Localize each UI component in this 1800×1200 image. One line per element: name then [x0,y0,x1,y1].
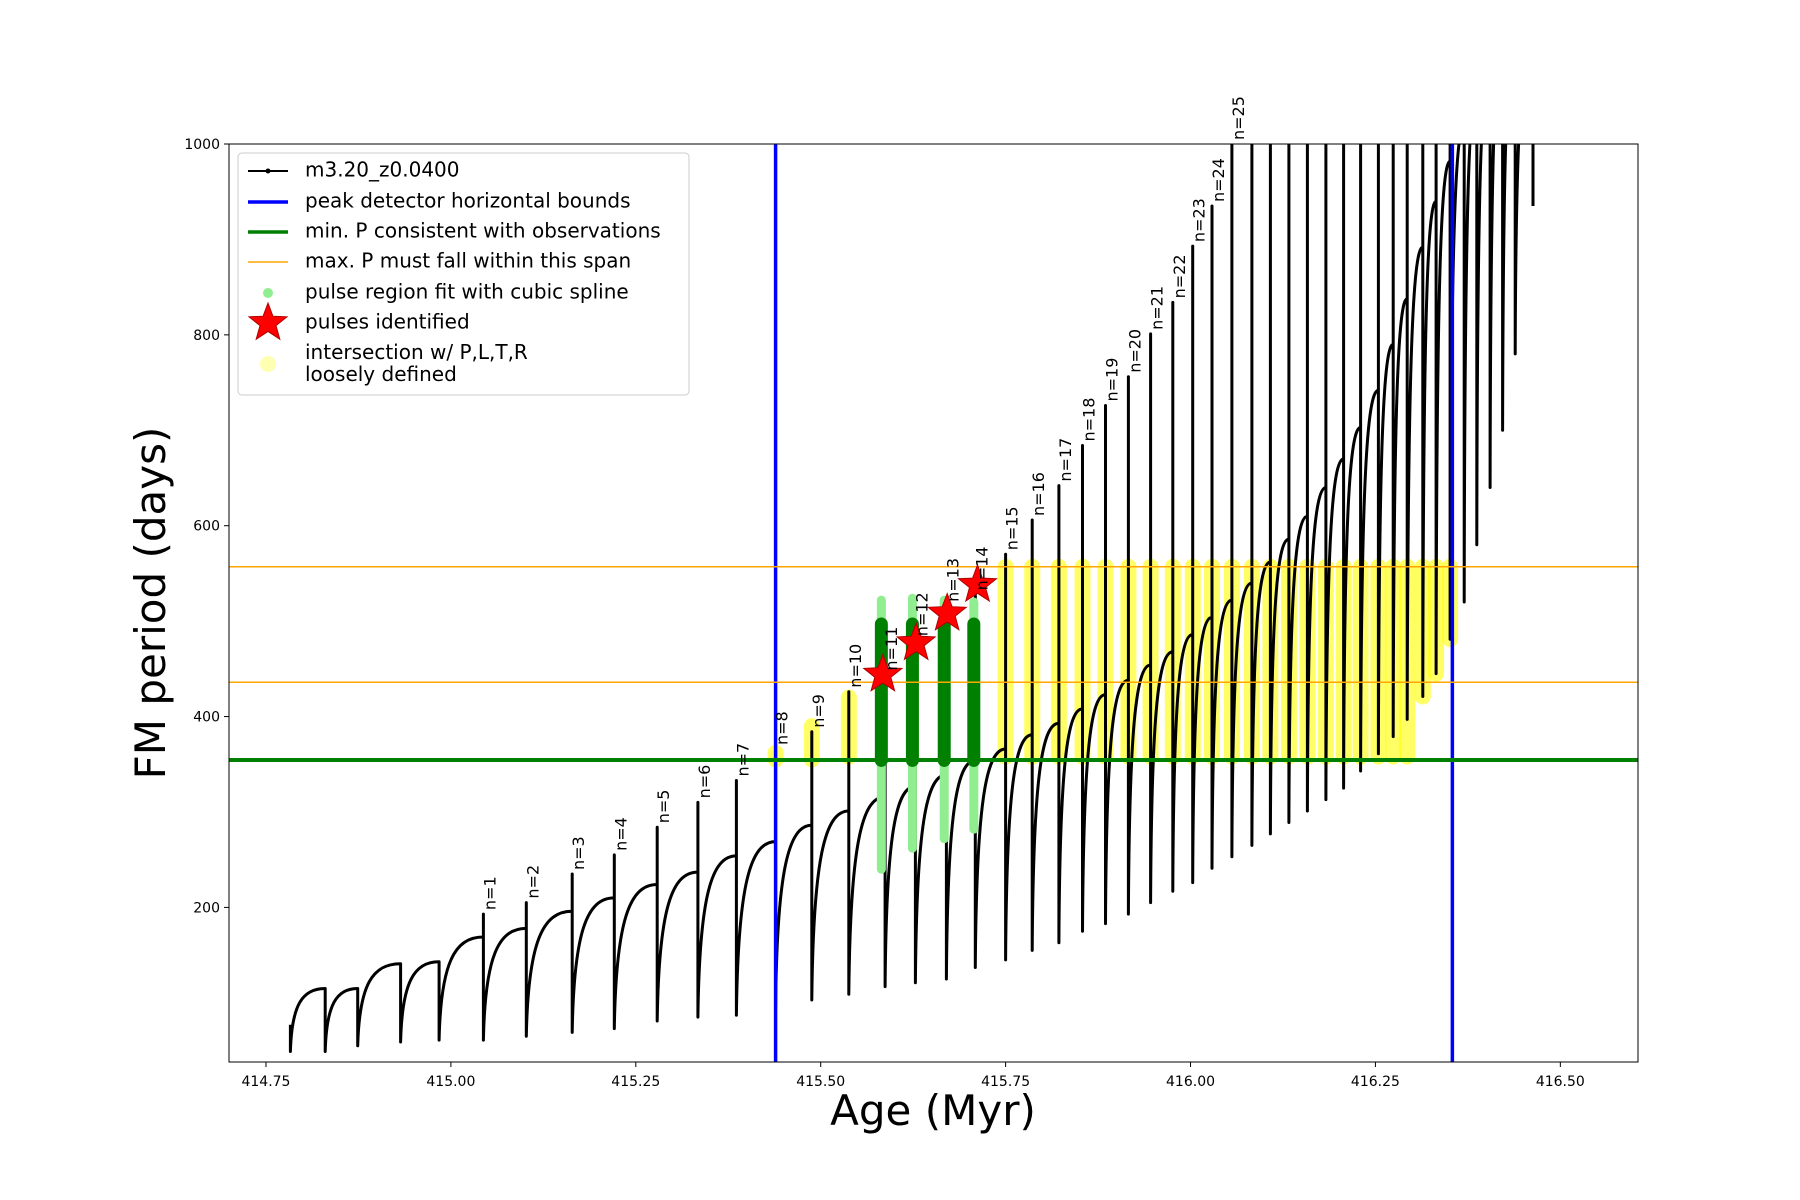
pulse-label: n=3 [569,836,588,870]
pulse-label: n=1 [480,876,499,910]
axes-frame [228,143,1639,1063]
legend-box [237,152,690,396]
pulse-label: n=6 [695,765,714,799]
pulse-label: n=16 [1029,472,1048,516]
legend-label: intersection w/ P,L,T,R loosely defined [305,340,528,386]
legend-marker [265,168,271,174]
pulse-label: n=21 [1148,286,1167,330]
x-tick-label: 416.00 [1166,1074,1215,1090]
y-tick-label: 400 [193,710,220,726]
pulse-star [926,592,968,631]
legend-label: peak detector horizontal bounds [305,189,631,213]
x-tick-label: 415.00 [426,1074,475,1090]
pulse-label: n=5 [654,790,673,824]
pulse-label: n=2 [523,865,542,899]
pulse-label: n=20 [1125,329,1144,373]
legend-label: pulse region fit with cubic spline [305,280,629,304]
pulse-label: n=13 [943,558,962,602]
legend-marker [260,356,276,372]
plot-area [229,144,1638,1062]
pulse-label: n=24 [1209,158,1228,202]
pulse-label: n=10 [846,644,865,688]
y-tick-label: 200 [193,900,220,916]
pulse-label: n=18 [1080,398,1099,442]
pulse-label: n=4 [611,817,630,851]
pulse-label: n=9 [809,694,828,728]
pulse-label: n=8 [773,711,792,745]
pulse-label: n=19 [1103,358,1122,402]
legend-marker [263,288,273,298]
pulse-star [862,653,904,692]
legend-label: m3.20_z0.0400 [305,158,460,182]
pulse-label: n=17 [1056,438,1075,482]
y-axis-label: FM period (days) [126,427,175,780]
pulse-label: n=25 [1229,96,1248,140]
y-tick-label: 1000 [184,137,220,153]
x-tick-label: 416.25 [1351,1074,1400,1090]
y-tick-label: 800 [193,328,220,344]
pulse-label: n=22 [1170,254,1189,298]
x-tick-label: 415.25 [611,1074,660,1090]
x-tick-label: 416.50 [1536,1074,1585,1090]
pulse-label: n=15 [1003,506,1022,550]
x-tick-label: 415.75 [981,1074,1030,1090]
x-tick-label: 414.75 [241,1074,290,1090]
legend-label: pulses identified [305,310,470,334]
pulse-label: n=11 [882,627,901,671]
x-axis-label: Age (Myr) [830,1086,1036,1135]
legend-marker [247,301,289,341]
pulse-label: n=14 [972,546,991,590]
data-line [288,144,1535,1053]
y-tick-label: 600 [193,519,220,535]
pulse-label: n=7 [733,743,752,777]
x-tick-label: 415.50 [796,1074,845,1090]
pulse-star [895,621,937,661]
pulse-label: n=12 [912,592,931,636]
legend-label: max. P must fall within this span [305,249,631,273]
pulse-label: n=23 [1190,198,1209,242]
legend-label: min. P consistent with observations [305,219,661,243]
pulse-star [957,563,998,603]
